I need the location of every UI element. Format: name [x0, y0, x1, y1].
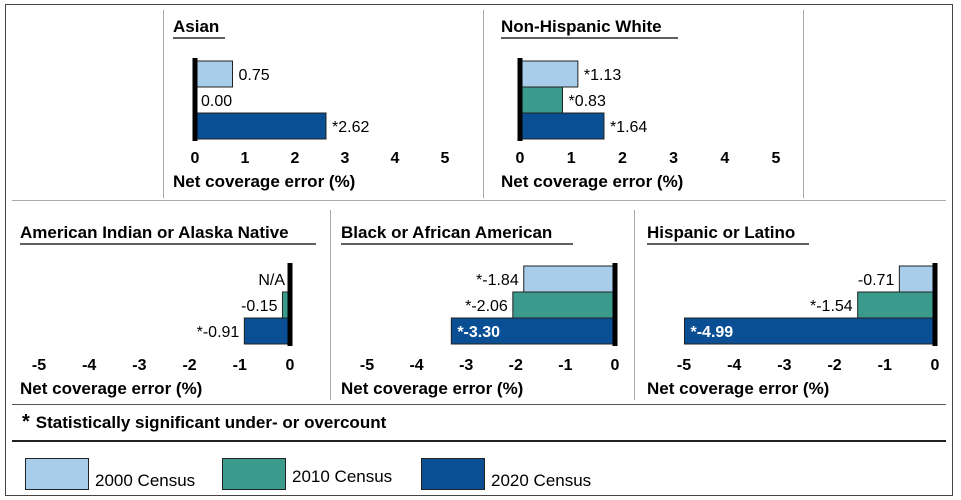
zero-axis	[612, 263, 618, 346]
tick-label: 3	[341, 150, 350, 167]
legend-swatch	[421, 458, 485, 490]
panel-divider	[803, 10, 804, 198]
x-axis-label: Net coverage error (%)	[20, 379, 202, 398]
data-label: *-2.06	[465, 298, 508, 315]
tick-label: -4	[409, 357, 423, 374]
bar	[519, 112, 605, 140]
x-axis-label: Net coverage error (%)	[173, 172, 355, 191]
x-axis-label: Net coverage error (%)	[501, 172, 683, 191]
data-label: N/A	[258, 272, 285, 289]
tick-label: -2	[182, 357, 196, 374]
legend-divider	[12, 440, 946, 442]
tick-label: 0	[611, 357, 620, 374]
zero-axis	[287, 263, 293, 346]
footnote-text: Statistically significant under- or over…	[35, 413, 387, 432]
tick-label: -4	[82, 357, 96, 374]
tick-label: -2	[827, 357, 841, 374]
tick-label: -2	[509, 357, 523, 374]
bar	[243, 317, 291, 345]
data-label: *1.13	[584, 67, 621, 84]
charts-area: Asian 0.75 0.00 *2.62 0 1 2 3 4 5 Net coverage err…	[20, 17, 940, 398]
chart-title: Asian	[173, 17, 219, 36]
data-label: 0.75	[239, 67, 270, 84]
tick-label: -5	[360, 357, 374, 374]
chart-title: Hispanic or Latino	[647, 223, 795, 242]
tick-label: 0	[931, 357, 940, 374]
bar	[194, 60, 233, 88]
tick-label: 0	[191, 150, 200, 167]
data-label: *-1.84	[476, 272, 519, 289]
tick-label: -3	[459, 357, 473, 374]
tick-label: -4	[727, 357, 741, 374]
footnote-divider	[12, 404, 946, 405]
data-label: -0.15	[241, 298, 278, 315]
data-label: *2.62	[332, 119, 369, 136]
bar	[519, 60, 579, 88]
row-divider	[12, 200, 946, 201]
tick-label: 0	[286, 357, 295, 374]
data-label: *-4.99	[691, 324, 734, 341]
bar	[898, 265, 936, 293]
bar	[194, 112, 327, 140]
tick-label: -3	[777, 357, 791, 374]
bar	[519, 86, 563, 114]
zero-axis	[932, 263, 938, 346]
tick-label: 0	[516, 150, 525, 167]
chart-title: Black or African American	[341, 223, 552, 242]
panel-divider	[483, 10, 484, 198]
tick-label: -1	[233, 357, 247, 374]
data-label: *-3.30	[457, 324, 500, 341]
legend-swatch	[25, 458, 89, 490]
legend-swatch	[222, 458, 286, 490]
chart-title: Non-Hispanic White	[501, 17, 662, 36]
legend-label: 2000 Census	[95, 471, 196, 490]
data-label: *0.83	[568, 93, 605, 110]
data-label: -0.71	[858, 272, 895, 289]
tick-label: 5	[441, 150, 450, 167]
x-axis-label: Net coverage error (%)	[341, 379, 523, 398]
zero-axis	[192, 58, 198, 141]
panel-divider	[330, 210, 331, 400]
chart-title: American Indian or Alaska Native	[20, 223, 289, 242]
bar	[523, 265, 616, 293]
zero-axis	[517, 58, 523, 141]
tick-label: -3	[132, 357, 146, 374]
tick-label: -1	[878, 357, 892, 374]
bar	[512, 291, 616, 319]
data-label: *-0.91	[197, 324, 240, 341]
x-axis-label: Net coverage error (%)	[647, 379, 829, 398]
bar	[857, 291, 936, 319]
bar	[450, 317, 616, 345]
tick-label: 2	[291, 150, 300, 167]
panel-divider	[634, 210, 635, 400]
panel-divider	[163, 10, 164, 198]
data-label: *1.64	[610, 119, 647, 136]
tick-label: 4	[391, 150, 400, 167]
data-label: 0.00	[201, 93, 232, 110]
tick-label: -1	[558, 357, 572, 374]
footnote-symbol: *	[22, 411, 30, 433]
tick-label: 5	[772, 150, 781, 167]
tick-label: 1	[241, 150, 250, 167]
legend-label: 2010 Census	[292, 467, 393, 486]
tick-label: -5	[677, 357, 691, 374]
tick-label: 3	[669, 150, 678, 167]
figure-frame	[5, 4, 953, 496]
tick-label: 1	[567, 150, 576, 167]
tick-label: 2	[618, 150, 627, 167]
footnote: * Statistically significant under- or ove…	[22, 411, 386, 434]
legend-label: 2020 Census	[491, 471, 592, 490]
data-label: *-1.54	[810, 298, 853, 315]
tick-label: 4	[720, 150, 729, 167]
tick-label: -5	[32, 357, 46, 374]
